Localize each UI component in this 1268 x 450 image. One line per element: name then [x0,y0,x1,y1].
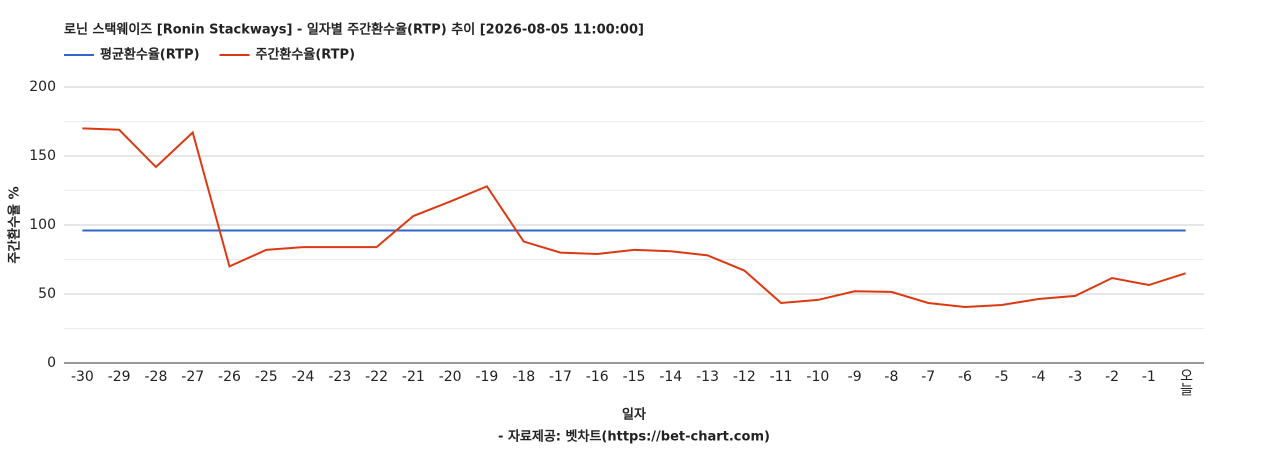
x-tick-label: -21 [402,369,425,385]
x-tick-label: -4 [1032,369,1046,385]
x-tick-label: -13 [696,369,719,385]
x-tick-label: -30 [71,369,94,385]
y-tick-label: 150 [29,148,56,164]
x-tick-label: -3 [1068,369,1082,385]
x-tick-label: -7 [921,369,935,385]
y-tick-label: 50 [38,286,56,302]
x-tick-label: -2 [1105,369,1119,385]
series-line [82,127,1186,308]
y-tick-label: 200 [29,79,56,95]
x-tick-label: -18 [512,369,535,385]
x-tick-label: -19 [475,369,498,385]
x-tick-label: -29 [108,369,131,385]
x-tick-label: -23 [328,369,351,385]
y-tick-label: 0 [47,355,56,371]
x-tick-label: -16 [586,369,609,385]
y-tick-label: 100 [29,217,56,233]
x-tick-label: -9 [848,369,862,385]
x-tick-label: -12 [733,369,756,385]
x-tick-label: -1 [1142,369,1156,385]
x-tick-label: -11 [770,369,793,385]
x-tick-label: -5 [995,369,1009,385]
x-tick-label: -8 [884,369,898,385]
x-tick-label: -17 [549,369,572,385]
legend-label: 주간환수율(RTP) [256,47,356,63]
x-tick-label: -20 [439,369,462,385]
x-axis-label: 일자 [622,408,646,423]
x-tick-label: -6 [958,369,972,385]
x-tick-label: -27 [181,369,204,385]
x-tick-label: -22 [365,369,388,385]
legend-label: 평균환수율(RTP) [100,47,200,63]
x-tick-label: -28 [144,369,167,385]
y-axis-label: 주간환수율 % [7,186,23,263]
x-tick-label: -26 [218,369,241,385]
x-tick-label: -15 [623,369,646,385]
x-tick-label: -14 [659,369,682,385]
x-tick-label: -25 [255,369,278,385]
chart-title: 로닌 스택웨이즈 [Ronin Stackways] - 일자별 주간환수율(R… [64,22,644,38]
x-tick-label: -10 [806,369,829,385]
x-tick-label: -24 [292,369,315,385]
source-note: - 자료제공: 벳차트(https://bet-chart.com) [498,429,770,445]
x-tick-label: 오늘 [1178,368,1194,396]
